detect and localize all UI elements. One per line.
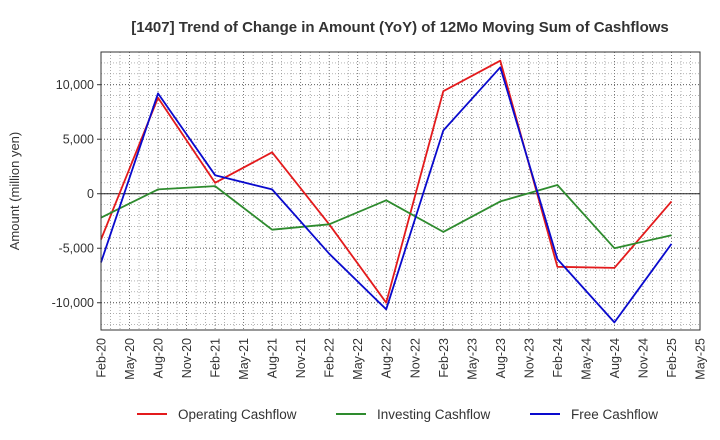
x-tick-label: Nov-21 xyxy=(294,338,308,378)
x-tick-label: May-22 xyxy=(351,338,365,380)
legend-item-operating-cashflow: Operating Cashflow xyxy=(137,407,297,422)
y-tick-label: 10,000 xyxy=(56,78,94,92)
x-tick-label: May-21 xyxy=(237,338,251,380)
x-tick-label: Aug-21 xyxy=(266,338,280,378)
legend-item-investing-cashflow: Investing Cashflow xyxy=(336,407,491,422)
x-tick-label: Feb-21 xyxy=(209,338,223,378)
y-tick-label: -5,000 xyxy=(59,242,94,256)
legend-item-free-cashflow: Free Cashflow xyxy=(530,407,658,422)
x-tick-label: Aug-20 xyxy=(152,338,166,378)
legend-label: Operating Cashflow xyxy=(178,407,297,422)
x-tick-label: Nov-24 xyxy=(636,338,650,378)
x-tick-label: Aug-22 xyxy=(380,338,394,378)
x-tick-label: Nov-20 xyxy=(180,338,194,378)
x-tick-labels: Feb-20 May-20 Aug-20 Nov-20 Feb-21 May-21 Aug-… xyxy=(95,338,708,380)
y-tick-label: 5,000 xyxy=(63,133,94,147)
y-axis-label: Amount (million yen) xyxy=(7,132,22,251)
x-tick-label: Aug-24 xyxy=(608,338,622,378)
y-tick-label: 0 xyxy=(87,187,94,201)
x-tick-label: May-23 xyxy=(465,338,479,380)
y-tick-labels: 10,000 5,000 0 -5,000 -10,000 xyxy=(52,78,101,310)
x-tick-label: Feb-20 xyxy=(95,338,109,378)
x-tick-label: Aug-23 xyxy=(494,338,508,378)
x-tick-label: Feb-23 xyxy=(437,338,451,378)
x-tick-label: May-24 xyxy=(579,338,593,380)
x-tick-label: May-25 xyxy=(694,338,708,380)
series-lines xyxy=(100,59,673,324)
x-tick-label: Nov-22 xyxy=(408,338,422,378)
x-tick-label: Feb-22 xyxy=(323,338,337,378)
x-tick-label: Nov-23 xyxy=(522,338,536,378)
legend: Operating Cashflow Investing Cashflow Free… xyxy=(137,407,658,422)
y-tick-label: -10,000 xyxy=(52,296,94,310)
chart-title: [1407] Trend of Change in Amount (YoY) o… xyxy=(131,19,669,36)
plot-frame xyxy=(100,51,701,331)
legend-label: Free Cashflow xyxy=(571,407,658,422)
x-tick-label: Feb-24 xyxy=(551,338,565,378)
legend-label: Investing Cashflow xyxy=(377,407,491,422)
series-line-free-cashflow xyxy=(100,66,673,324)
series-line-operating-cashflow xyxy=(100,59,673,304)
series-line-investing-cashflow xyxy=(100,184,672,250)
x-tick-label: May-20 xyxy=(123,338,137,380)
grid xyxy=(101,51,700,330)
x-tick-label: Feb-25 xyxy=(665,338,679,378)
